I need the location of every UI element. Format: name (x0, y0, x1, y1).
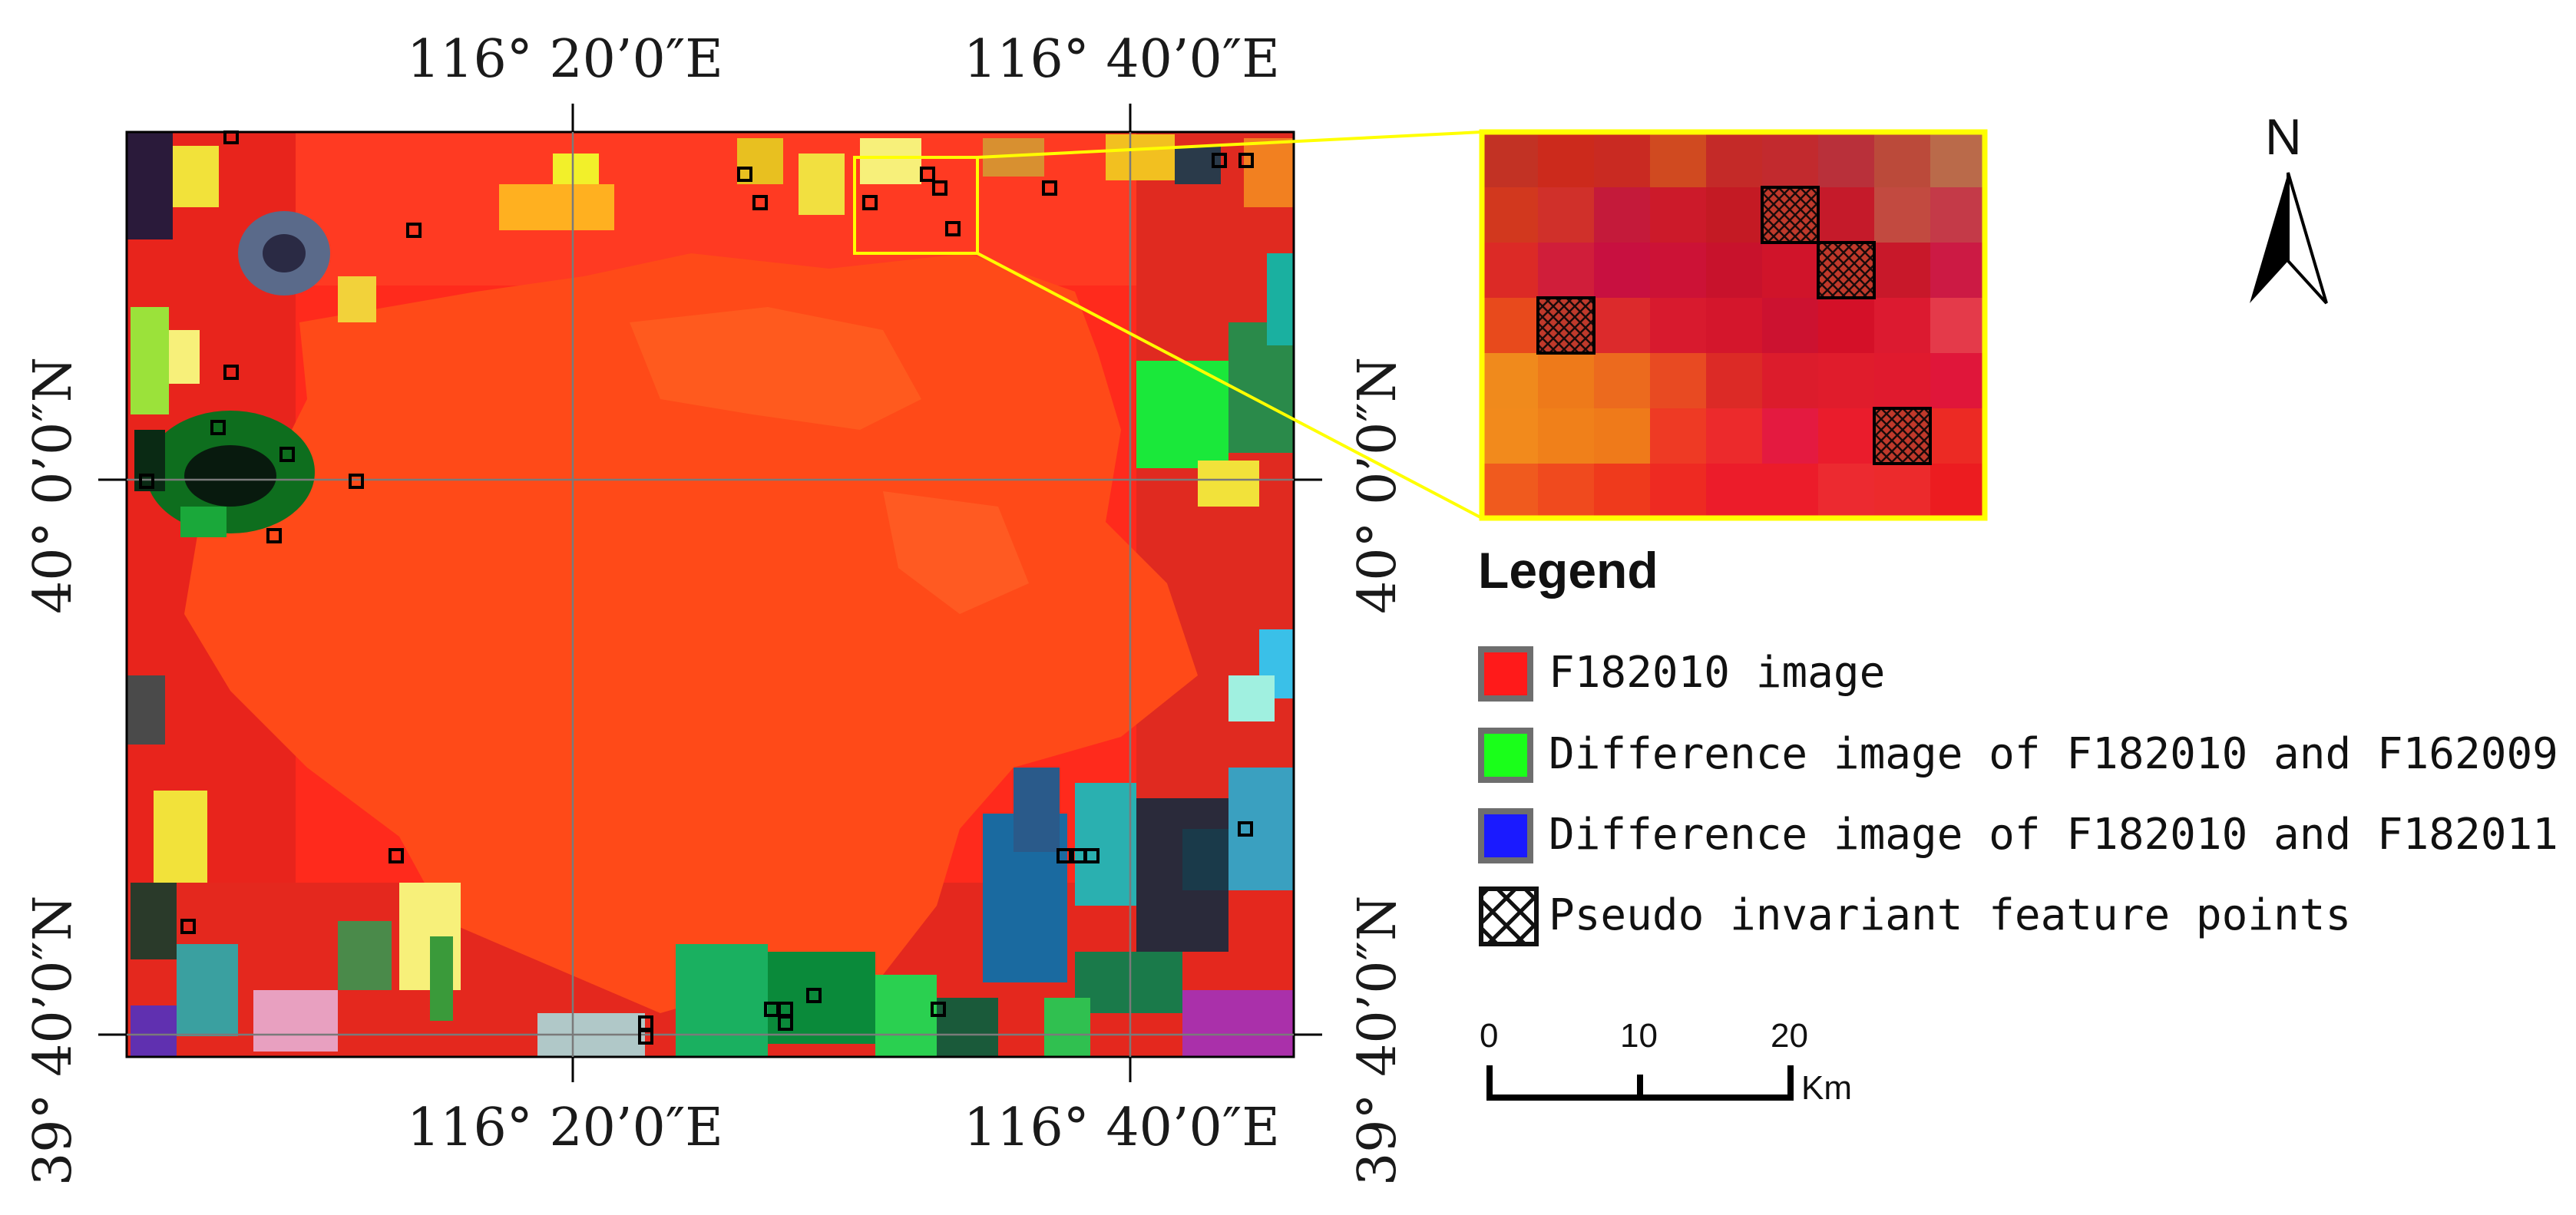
inset-pif-point (1873, 407, 1932, 465)
scale-tick-10: 10 (1620, 1017, 1658, 1055)
inset-pif-point (1761, 186, 1820, 244)
legend-label: Difference image of F182010 and F162009 (1549, 729, 2558, 779)
main-map-frame (125, 130, 1295, 1058)
legend-swatch-crosshatch-graphic (1479, 886, 1539, 946)
frame-ticks (98, 104, 1322, 1082)
right-latitude-label-2: 39° 40’0″N (1348, 895, 1408, 1186)
scale-unit: Km (1801, 1069, 1852, 1107)
graticule (98, 104, 1322, 1082)
legend-label: F182010 image (1549, 648, 1886, 698)
legend-swatch-green (1478, 728, 1533, 783)
legend-swatch-red (1478, 646, 1533, 702)
inset-pif-point (1817, 241, 1876, 299)
inset-pif-point (1536, 296, 1596, 355)
top-longitude-label-2: 116° 40’0″E (964, 29, 1280, 90)
pif-points (139, 130, 1254, 1045)
legend-swatch-blue (1478, 808, 1533, 863)
north-arrow-icon (2250, 172, 2328, 305)
inset-connector-lines (977, 130, 1483, 520)
left-latitude-label-2: 39° 40’0″N (23, 895, 84, 1186)
main-map-raster (127, 132, 1294, 1057)
right-latitude-label-1: 40° 0’0″N (1348, 356, 1408, 614)
legend-title: Legend (1478, 542, 1658, 599)
inset-frame (1479, 129, 1988, 521)
north-label: N (2265, 108, 2302, 165)
scale-tick-20: 20 (1771, 1017, 1808, 1055)
top-longitude-label-1: 116° 20’0″E (407, 29, 723, 90)
scale-bar-graphic (1486, 1065, 1794, 1101)
inset-map (1479, 129, 1988, 521)
legend-label: Pseudo invariant feature points (1549, 890, 2352, 940)
scale-tick-0: 0 (1480, 1017, 1499, 1055)
left-latitude-label-1: 40° 0’0″N (23, 356, 84, 614)
legend-label: Difference image of F182010 and F182011 (1549, 810, 2558, 860)
bottom-longitude-label-1: 116° 20’0″E (407, 1098, 723, 1158)
bottom-longitude-label-2: 116° 40’0″E (964, 1098, 1280, 1158)
